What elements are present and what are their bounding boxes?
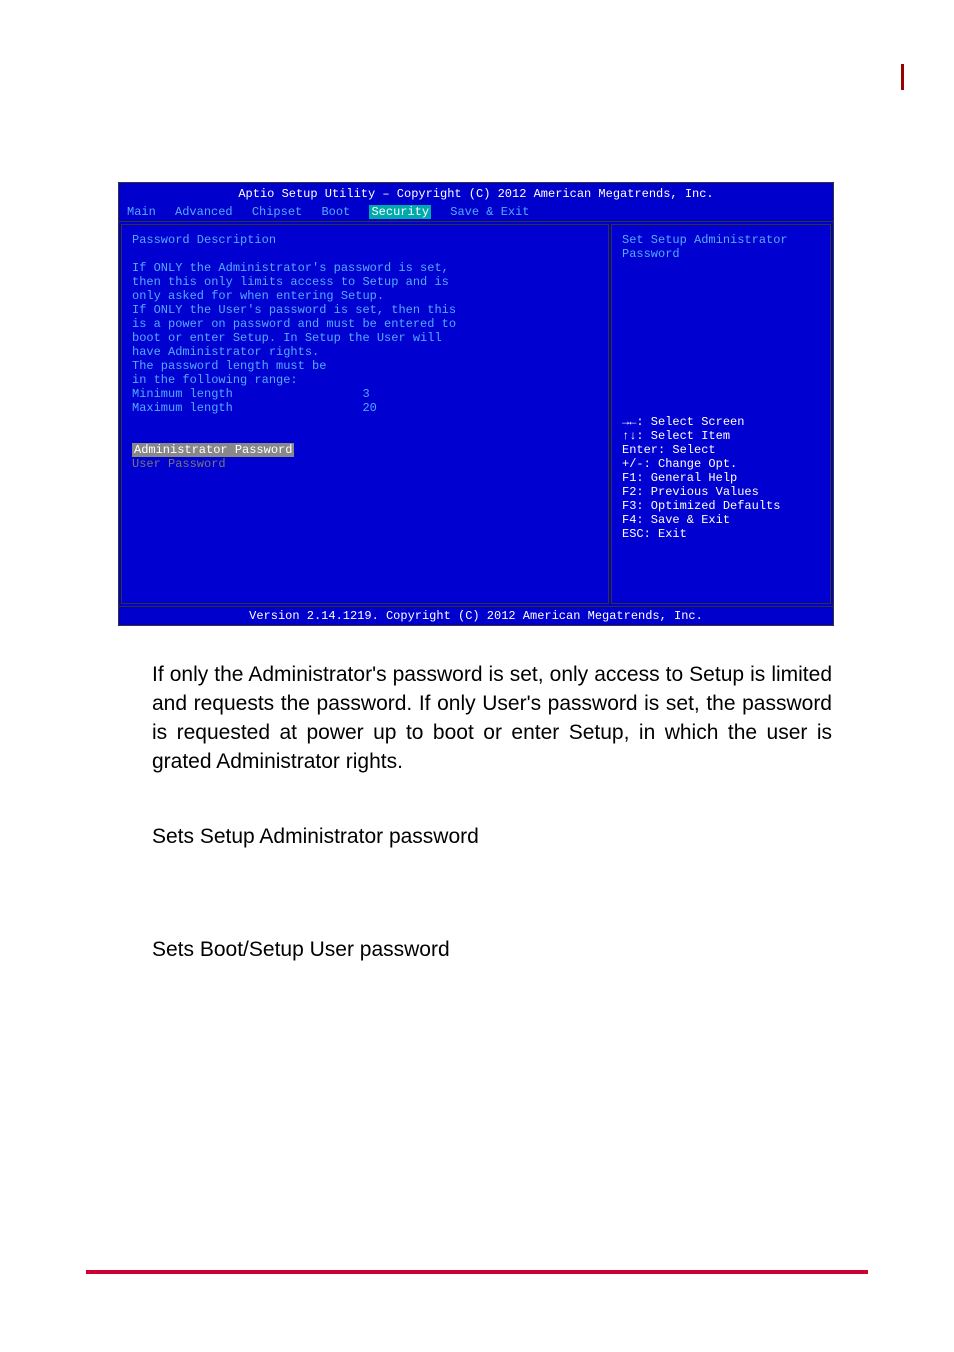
spacer <box>132 415 598 443</box>
bios-header: Aptio Setup Utility – Copyright (C) 2012… <box>119 183 833 221</box>
user-password-item[interactable]: User Password <box>132 457 598 471</box>
text-cursor <box>901 64 904 90</box>
bios-tab-save-exit[interactable]: Save & Exit <box>450 205 529 219</box>
doc-subheading-user: Sets Boot/Setup User password <box>152 935 832 964</box>
bios-tab-advanced[interactable]: Advanced <box>175 205 233 219</box>
bios-left-panel: Password Description If ONLY the Adminis… <box>121 224 609 604</box>
bios-tab-chipset[interactable]: Chipset <box>252 205 302 219</box>
bios-title: Aptio Setup Utility – Copyright (C) 2012… <box>127 187 825 201</box>
spacer <box>152 855 832 889</box>
doc-subheading-admin: Sets Setup Administrator password <box>152 822 832 851</box>
bios-tab-security[interactable]: Security <box>369 205 431 219</box>
document-body: If only the Administrator's password is … <box>152 660 832 968</box>
max-length-row: Maximum length 20 <box>132 401 598 415</box>
password-description-line: is a power on password and must be enter… <box>132 317 598 331</box>
bios-footer: Version 2.14.1219. Copyright (C) 2012 Am… <box>119 607 833 625</box>
min-length-row: Minimum length 3 <box>132 387 598 401</box>
bios-right-panel: Set Setup Administrator Password →←: Sel… <box>611 224 831 604</box>
bios-body: Password Description If ONLY the Adminis… <box>119 221 833 607</box>
max-length-label: Maximum length <box>132 401 233 415</box>
bios-screenshot: Aptio Setup Utility – Copyright (C) 2012… <box>118 182 834 626</box>
key-legend: →←: Select Screen ↑↓: Select Item Enter:… <box>622 415 780 541</box>
bios-tab-main[interactable]: Main <box>127 205 156 219</box>
min-length-value: 3 <box>362 387 369 401</box>
administrator-password-label: Administrator Password <box>132 443 294 457</box>
password-description-line: have Administrator rights. <box>132 345 598 359</box>
password-description-line: in the following range: <box>132 373 598 387</box>
password-description-heading: Password Description <box>132 233 598 247</box>
min-length-label: Minimum length <box>132 387 233 401</box>
bios-tab-bar: Main Advanced Chipset Boot Security Save… <box>127 205 825 219</box>
doc-paragraph: If only the Administrator's password is … <box>152 660 832 776</box>
password-description-line: If ONLY the Administrator's password is … <box>132 261 598 275</box>
password-description-line: boot or enter Setup. In Setup the User w… <box>132 331 598 345</box>
password-description-line: The password length must be <box>132 359 598 373</box>
max-length-value: 20 <box>362 401 376 415</box>
bios-tab-boot[interactable]: Boot <box>321 205 350 219</box>
footer-divider <box>86 1270 868 1274</box>
administrator-password-item[interactable]: Administrator Password <box>132 443 598 457</box>
item-help-text: Set Setup Administrator Password <box>622 233 820 261</box>
password-description-line: only asked for when entering Setup. <box>132 289 598 303</box>
password-description-line: If ONLY the User's password is set, then… <box>132 303 598 317</box>
password-description-line: then this only limits access to Setup an… <box>132 275 598 289</box>
